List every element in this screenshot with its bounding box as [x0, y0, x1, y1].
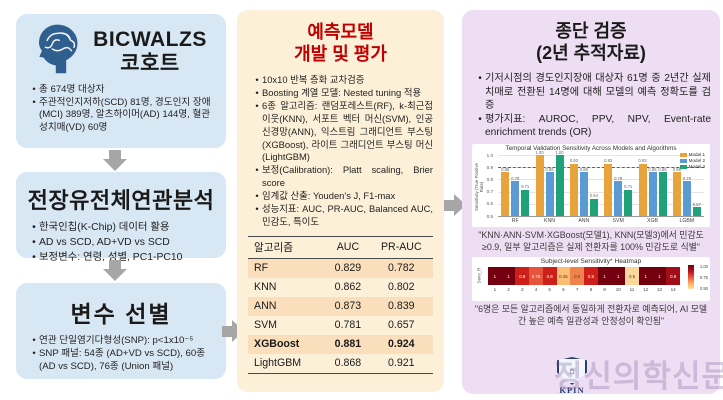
- variable-selection-title: 변수 선별: [70, 301, 172, 327]
- table-row: XGBoost 0.881 0.924: [248, 334, 433, 354]
- variable-selection-bullets: • 연관 단일염기다형성(SNP): p<1x10⁻⁵ • SNP 패널: 54종 (…: [29, 335, 217, 374]
- bullet-item: • 기저시점의 경도인지장애 대상자 61명 중 2년간 실제 치매로 전환된 1…: [478, 73, 711, 112]
- cohort-bullets: • 총 674명 대상자 • 주관적인지저하(SCD) 81명, 경도인지 장애(MC…: [29, 84, 217, 135]
- bar: [589, 198, 598, 216]
- bar: [579, 172, 588, 216]
- bar: [614, 181, 623, 216]
- longitudinal-title-line1: 종단 검증: [555, 21, 627, 41]
- variable-selection-box: 변수 선별 • 연관 단일염기다형성(SNP): p<1x10⁻⁵ • SNP 패널:…: [16, 283, 226, 379]
- bar: [511, 181, 520, 216]
- longitudinal-validation-title: 종단 검증 (2년 추적자료): [471, 21, 711, 64]
- bar: [535, 155, 544, 216]
- table-row: KNN 0.862 0.802: [254, 281, 415, 294]
- bar: [658, 172, 667, 216]
- arrow-down-icon-1: [103, 150, 127, 171]
- bullet-item: • 연관 단일염기다형성(SNP): p<1x10⁻⁵: [32, 335, 194, 346]
- table-header: AUC: [326, 235, 370, 259]
- bullet-item: • SNP 패널: 54종 (AD+VD vs SCD), 60종 (AD vs …: [32, 347, 206, 372]
- cohort-title-line2: 코호트: [120, 51, 180, 75]
- bullet-item: • 임계값 산출: Youden's J, F1-max: [255, 190, 396, 202]
- table-row: RF 0.829 0.782: [248, 258, 433, 278]
- gwas-box: 전장유전체연관분석 • 한국인칩(K-Chip) 데이터 활용 • AD vs SCD…: [16, 172, 226, 263]
- sensitivity-heatmap: Subject-level Sensitivity* Heatmap Sens_R…: [472, 257, 710, 302]
- prediction-model-bullets: • 10x10 반복 층화 교차검증 • Boosting 계열 모델: Nested…: [252, 74, 433, 229]
- bullet-item: • 6종 알고리즘: 랜덤포레스트(RF), k-최근접 이웃(KNN), 서포트…: [255, 99, 433, 163]
- bullet-item: • 평가지표: AUROC, PPV, NPV, Event-rate enric…: [478, 113, 711, 139]
- heatmap-cell: 0.8: [542, 267, 557, 286]
- bar: [555, 155, 564, 216]
- longitudinal-validation-box: 종단 검증 (2년 추적자료) • 기저시점의 경도인지장애 대상자 61명 중 …: [462, 10, 720, 394]
- cohort-header: BICWALZS 코호트: [25, 23, 217, 80]
- bullet-item: • 주관적인지저하(SCD) 81명, 경도인지 장애(MCI) 389명, 알츠…: [32, 96, 211, 133]
- heatmap-cell: 0.75: [529, 267, 543, 286]
- bullet-item: • 한국인칩(K-Chip) 데이터 활용: [32, 222, 170, 233]
- gwas-title: 전장유전체연관분석: [27, 188, 215, 213]
- cohort-title-line1: BICWALZS: [93, 27, 207, 51]
- heatmap-cell: 0.8: [584, 267, 598, 286]
- bar: [501, 172, 510, 216]
- sensitivity-bar-chart: Temporal Validation Sensitivity Across M…: [472, 144, 710, 227]
- table-header: 알고리즘: [248, 235, 327, 259]
- bullet-item: • 보정변수: 연령, 성별, PC1-PC10: [32, 252, 183, 264]
- heatmap-cell: 1: [652, 267, 667, 286]
- bullet-item: • AD vs SCD, AD+VD vs SCD: [32, 237, 170, 249]
- heatmap-cell: 0.9: [666, 267, 680, 286]
- longitudinal-title-line2: (2년 추적자료): [536, 42, 646, 63]
- longitudinal-bullets: • 기저시점의 경도인지장애 대상자 61명 중 2년간 실제 치매로 전환된 1…: [475, 72, 711, 140]
- heatmap-cell: 0.6: [570, 267, 584, 286]
- gwas-bullets: • 한국인칩(K-Chip) 데이터 활용 • AD vs SCD, AD+VD vs…: [29, 220, 217, 265]
- kpin-logo: ⌂ KPIN: [552, 357, 592, 395]
- bullet-item: • 성능지표: AUC, PR-AUC, Balanced AUC, 민감도, 특…: [255, 202, 433, 227]
- prediction-model-title-line2: 개발 및 평가: [294, 43, 387, 64]
- heatmap-cell: 1: [638, 267, 653, 286]
- table-row: ANN 0.873 0.839: [248, 296, 433, 316]
- prediction-model-box: 예측모델 개발 및 평가 • 10x10 반복 층화 교차검증 • Boosting …: [237, 10, 444, 392]
- bar: [638, 163, 647, 216]
- bar: [692, 207, 701, 216]
- heatmap-cell: 0.8: [515, 267, 530, 286]
- bar: [604, 163, 613, 216]
- table-row: SVM 0.781 0.657: [254, 319, 415, 332]
- bar: [521, 189, 530, 216]
- performance-table: 알고리즘 AUC PR-AUC RF 0.829 0.782 KNN 0.862 0.802 AN…: [248, 235, 433, 374]
- cohort-box: BICWALZS 코호트 • 총 674명 대상자 • 주관적인지저하(SCD) 81…: [16, 14, 226, 148]
- brain-icon: [35, 23, 87, 80]
- bullet-item: • Boosting 계열 모델: Nested tuning 적용: [255, 87, 422, 99]
- bullet-item: • 10x10 반복 층화 교차검증: [255, 74, 365, 86]
- kpin-logo-text: KPIN: [559, 385, 585, 395]
- heatmap-cell: 1: [501, 267, 516, 286]
- cohort-title: BICWALZS 코호트: [93, 28, 207, 75]
- arrow-down-icon-2: [103, 260, 127, 281]
- heatmap-cell: 0.45: [556, 267, 571, 286]
- bar: [624, 189, 633, 216]
- heatmap-cell: 0.5: [625, 267, 639, 286]
- bullet-item: • 총 674명 대상자: [32, 84, 105, 95]
- bullet-item: • 보정(Calibration): Platt scaling, Brier s…: [255, 164, 433, 189]
- heatmap-cell: 1: [597, 267, 612, 286]
- heatmap-cell: 1: [488, 267, 502, 286]
- prediction-model-title-line1: 예측모델: [307, 22, 374, 42]
- bar: [672, 172, 681, 216]
- bar: [682, 181, 691, 216]
- bar-chart-caption: "KNN·ANN·SVM·XGBoost(모델1), KNN(모델3)에서 민감…: [478, 230, 704, 252]
- chart-legend: Model 1 Model 2 Model 3: [679, 152, 705, 170]
- heatmap-cell: 1: [611, 267, 626, 286]
- bar: [648, 172, 657, 216]
- table-row: LightGBM 0.868 0.921: [248, 353, 433, 374]
- bar: [569, 163, 578, 216]
- prediction-model-title: 예측모델 개발 및 평가: [248, 22, 433, 65]
- table-header: PR-AUC: [369, 235, 433, 259]
- watermark-text: 정신의학신문: [553, 359, 723, 394]
- bar: [545, 172, 554, 216]
- heatmap-caption: "6명은 모든 알고리즘에서 동일하게 전환자로 예측되어, AI 모델 간 높…: [474, 304, 708, 326]
